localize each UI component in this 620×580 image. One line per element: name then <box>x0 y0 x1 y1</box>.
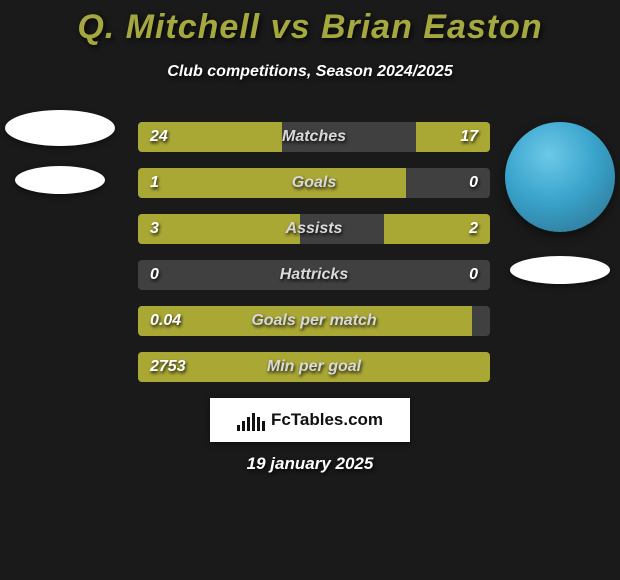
stat-label: Goals <box>138 168 490 198</box>
stat-row: Min per goal2753 <box>138 352 490 382</box>
player-left-avatar-placeholder <box>5 110 115 146</box>
stat-label: Hattricks <box>138 260 490 290</box>
brand-text: FcTables.com <box>271 410 383 430</box>
stat-value-right: 17 <box>460 122 478 152</box>
stat-row: Matches24 17 <box>138 122 490 152</box>
stat-row: Goals1 0 <box>138 168 490 198</box>
stat-row: Assists3 2 <box>138 214 490 244</box>
player-right-badge-placeholder <box>510 256 610 284</box>
stat-label: Min per goal <box>138 352 490 382</box>
player-left-badge-placeholder <box>15 166 105 194</box>
stat-label: Goals per match <box>138 306 490 336</box>
stat-value-left: 0.04 <box>150 306 181 336</box>
stat-value-right: 0 <box>469 168 478 198</box>
stat-value-right: 0 <box>469 260 478 290</box>
stat-row: Hattricks0 0 <box>138 260 490 290</box>
stat-value-left: 1 <box>150 168 159 198</box>
brand-box: FcTables.com <box>210 398 410 442</box>
stat-row: Goals per match0.04 <box>138 306 490 336</box>
stat-label: Matches <box>138 122 490 152</box>
stat-value-left: 3 <box>150 214 159 244</box>
date-label: 19 january 2025 <box>0 454 620 474</box>
subtitle: Club competitions, Season 2024/2025 <box>0 63 620 81</box>
stat-value-left: 24 <box>150 122 168 152</box>
stat-value-left: 0 <box>150 260 159 290</box>
player-right-avatar <box>505 122 615 232</box>
left-player-column <box>5 110 115 194</box>
stat-value-right: 2 <box>469 214 478 244</box>
stat-value-left: 2753 <box>150 352 186 382</box>
stat-label: Assists <box>138 214 490 244</box>
brand-logo-icon <box>237 409 265 431</box>
stats-panel: Matches2417Goals10Assists32Hattricks00Go… <box>138 122 490 398</box>
page-title: Q. Mitchell vs Brian Easton <box>0 0 620 47</box>
right-player-column <box>505 122 615 284</box>
